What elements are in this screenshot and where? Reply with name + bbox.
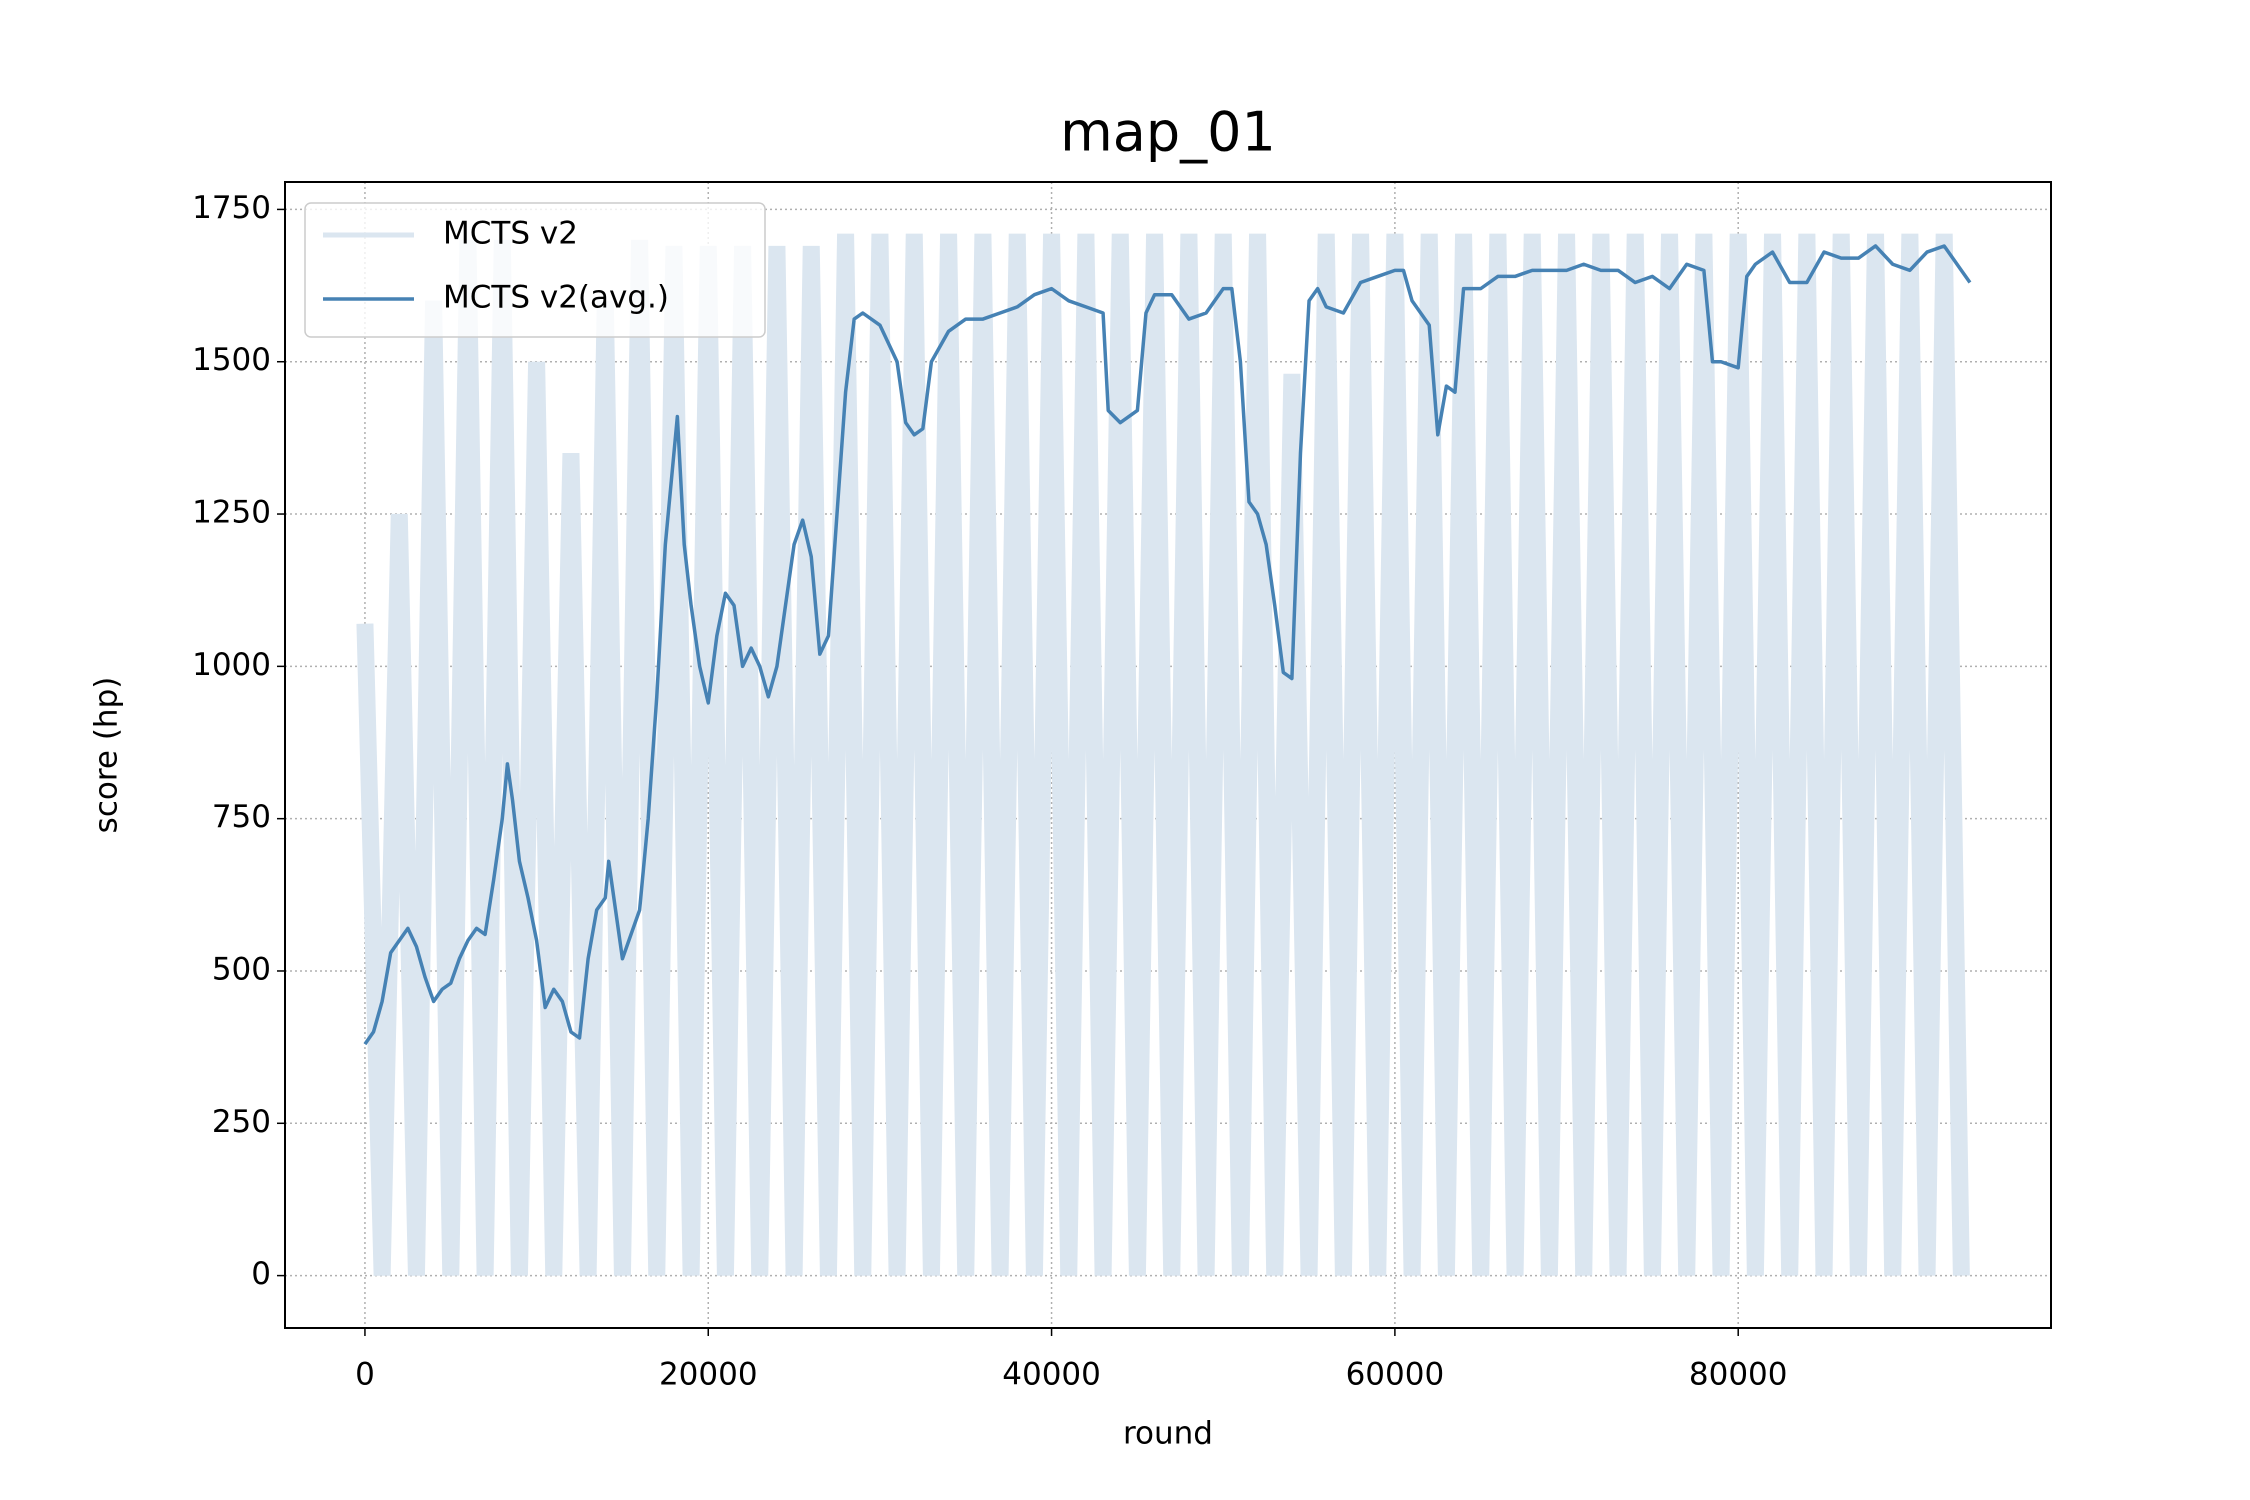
x-axis-label: round: [1123, 1416, 1213, 1452]
y-tick-label: 1250: [192, 495, 271, 531]
y-tick-label: 750: [212, 799, 271, 835]
x-tick-label: 80000: [1689, 1357, 1788, 1393]
avg-line: [363, 244, 1972, 1046]
legend-label: MCTS v2(avg.): [443, 280, 669, 316]
x-tick-label: 40000: [1002, 1357, 1101, 1393]
chart-title: map_01: [1060, 101, 1276, 164]
y-tick-label: 1500: [192, 342, 271, 378]
raw-line: [356, 233, 1970, 1276]
y-tick-label: 0: [251, 1256, 271, 1292]
y-tick-label: 1000: [192, 647, 271, 683]
legend: MCTS v2 MCTS v2(avg.): [304, 202, 766, 338]
plot-area: [356, 233, 1972, 1276]
legend-label: MCTS v2: [443, 216, 578, 252]
x-tick-label: 20000: [659, 1357, 758, 1393]
y-tick-label: 1750: [192, 190, 271, 226]
axes-frame: [284, 181, 2052, 1329]
ticks: 0 20000 40000 60000 80000 0 250 500 750 1000 1250 1…: [192, 190, 1787, 1393]
y-tick-label: 500: [212, 951, 271, 987]
x-tick-label: 60000: [1346, 1357, 1445, 1393]
x-tick-label: 0: [355, 1357, 375, 1393]
legend-box: [304, 202, 766, 338]
y-axis-label: score (hp): [89, 677, 125, 834]
y-tick-label: 250: [212, 1104, 271, 1140]
